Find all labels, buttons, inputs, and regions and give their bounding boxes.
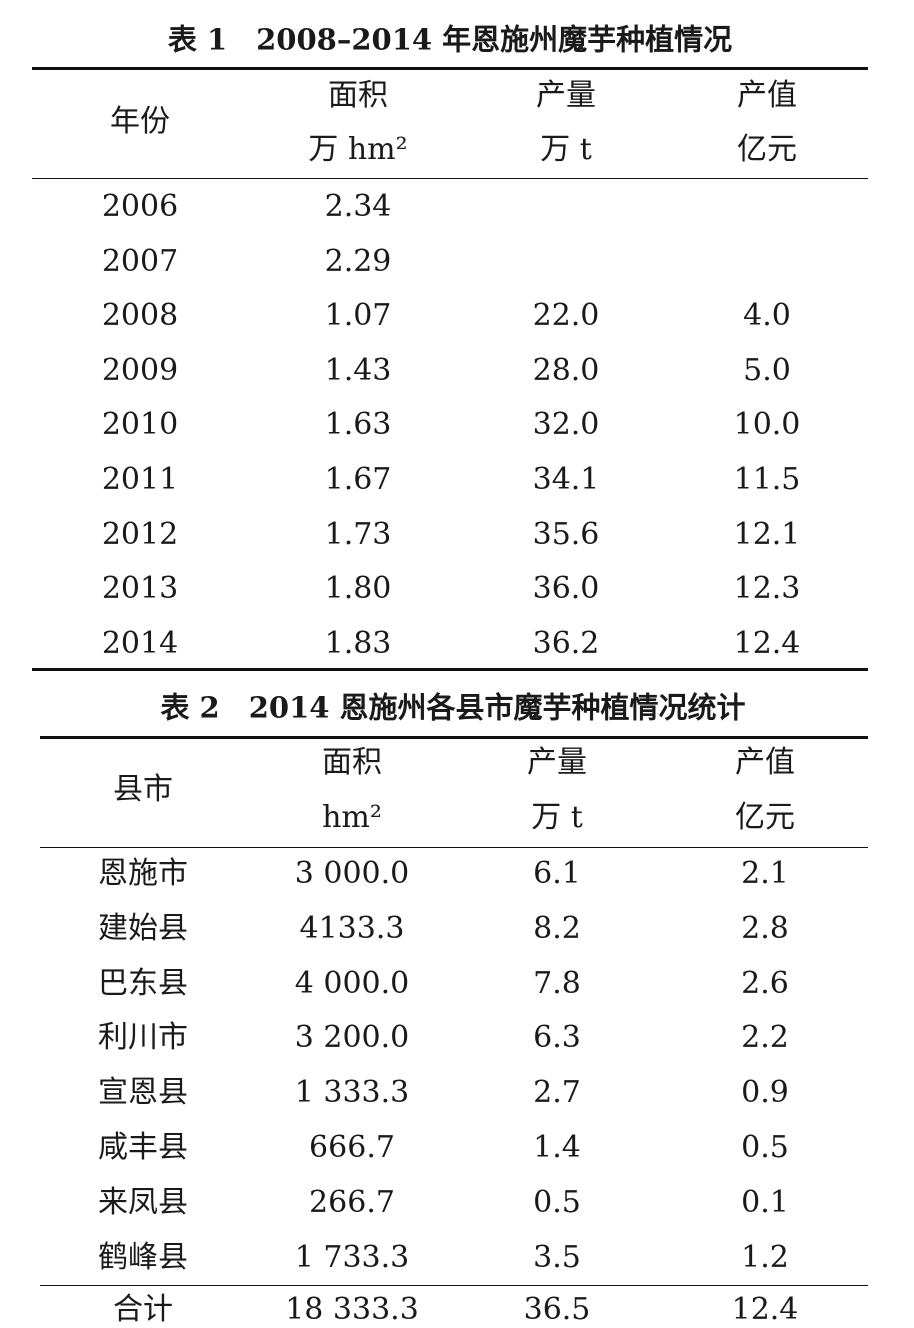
table-cell: 6.3	[533, 1020, 581, 1056]
table-cell: 6.1	[533, 856, 581, 891]
column-header: 面积	[328, 78, 388, 113]
column-header: 产量	[527, 745, 587, 780]
column-unit: hm²	[322, 800, 382, 835]
table-cell: 鹤峰县	[98, 1239, 188, 1275]
table-cell: 1.80	[324, 571, 392, 607]
table-cell: 3 200.0	[294, 1020, 410, 1056]
table-cell: 28.0	[532, 352, 600, 388]
table-cell: 12.3	[733, 571, 801, 607]
table-cell: 2.2	[741, 1020, 789, 1056]
table-cell: 利川市	[98, 1020, 188, 1056]
table-cell: 咸丰县	[98, 1130, 188, 1165]
table-cell: 宣恩县	[98, 1075, 188, 1111]
column-header: 产值	[735, 745, 795, 780]
table-cell: 2.8	[741, 910, 789, 946]
column-unit: 万 t	[540, 132, 592, 167]
bottom-rule	[32, 668, 868, 671]
table-cell: 0.9	[741, 1075, 789, 1111]
table-cell: 1.63	[324, 407, 392, 443]
table-cell: 1.73	[324, 516, 392, 552]
table-cell: 2014	[101, 625, 179, 661]
table-cell: 36.0	[532, 571, 600, 607]
table-cell: 1.4	[533, 1130, 581, 1165]
table-cell: 1 733.3	[294, 1239, 410, 1275]
column-header: 年份	[110, 104, 170, 139]
column-unit: 亿元	[737, 132, 797, 167]
table-cell: 2.7	[533, 1075, 581, 1111]
table-cell: 266.7	[309, 1184, 395, 1220]
table-cell: 2012	[101, 516, 179, 552]
top-rule	[40, 736, 868, 739]
table-cell: 4.0	[743, 298, 791, 334]
total-cell: 合计	[113, 1292, 173, 1327]
table-cell: 12.4	[733, 625, 801, 661]
table-cell: 1 333.3	[294, 1075, 410, 1111]
total-cell: 18 333.3	[285, 1292, 419, 1327]
table-cell: 2010	[101, 407, 179, 443]
table-cell: 0.1	[741, 1184, 789, 1220]
table-cell: 11.5	[733, 462, 801, 497]
table-cell: 1.2	[741, 1239, 789, 1275]
table-cell: 1.07	[324, 298, 392, 334]
table-cell: 巴东县	[98, 965, 188, 1001]
column-header: 产量	[536, 78, 596, 113]
total-cell: 12.4	[731, 1292, 799, 1327]
table-cell: 2009	[101, 352, 179, 388]
table-cell: 恩施市	[98, 856, 188, 891]
table-cell: 1.67	[324, 462, 392, 497]
table-cell: 2.29	[324, 243, 392, 279]
table-cell: 2.1	[741, 856, 789, 891]
column-header: 产值	[737, 78, 797, 113]
table-cell: 8.2	[533, 910, 581, 946]
table-cell: 4133.3	[299, 910, 405, 946]
table-cell: 1.83	[324, 625, 392, 661]
table-cell: 12.1	[733, 516, 801, 552]
total-rule	[40, 1285, 868, 1286]
column-unit: 万 t	[531, 800, 583, 835]
table-title: 表 1 2008–2014 年恩施州魔芋种植情况	[167, 22, 733, 57]
table-cell: 0.5	[533, 1184, 581, 1220]
table-cell: 2013	[101, 571, 179, 607]
table-cell: 来凤县	[98, 1184, 188, 1220]
header-rule	[32, 178, 868, 179]
table-cell: 7.8	[533, 965, 581, 1001]
table-cell: 36.2	[532, 625, 600, 661]
column-header: 面积	[322, 745, 382, 780]
table-cell: 建始县	[98, 910, 188, 946]
table-cell: 2007	[101, 243, 179, 279]
table-cell: 2006	[101, 189, 179, 224]
column-unit: 万 hm²	[308, 132, 408, 167]
table-cell: 2011	[101, 462, 179, 497]
table-cell: 1.43	[324, 352, 392, 388]
total-cell: 36.5	[523, 1292, 591, 1327]
table-cell: 2.6	[741, 965, 789, 1001]
table-title: 表 2 2014 恩施州各县市魔芋种植情况统计	[160, 690, 746, 725]
table-cell: 22.0	[532, 298, 600, 334]
table-cell: 4 000.0	[294, 965, 410, 1001]
table-cell: 35.6	[532, 516, 600, 552]
top-rule	[32, 67, 868, 70]
table-cell: 0.5	[741, 1130, 789, 1165]
table-cell: 2.34	[324, 189, 392, 224]
header-rule	[40, 847, 868, 848]
table-cell: 2008	[101, 298, 179, 334]
table-cell: 666.7	[309, 1130, 395, 1165]
table-cell: 34.1	[532, 462, 600, 497]
table-cell: 5.0	[743, 352, 791, 388]
table-cell: 32.0	[532, 407, 600, 443]
table-cell: 3.5	[533, 1239, 581, 1275]
column-unit: 亿元	[735, 800, 795, 835]
table-cell: 3 000.0	[294, 856, 410, 891]
column-header: 县市	[113, 772, 173, 807]
table-cell: 10.0	[733, 407, 801, 443]
